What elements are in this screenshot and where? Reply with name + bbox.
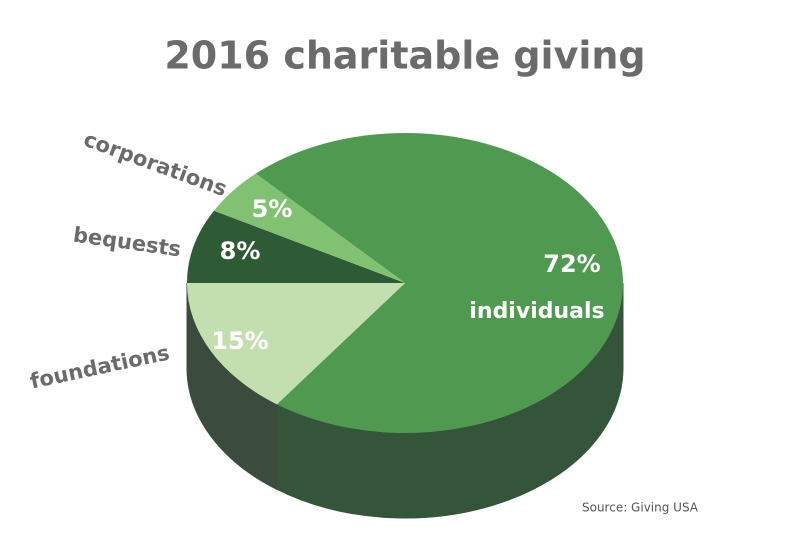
category-label: corporations xyxy=(81,127,230,201)
pie-slice xyxy=(187,210,405,283)
value-label: 8% xyxy=(220,237,261,265)
value-label: 15% xyxy=(211,327,268,355)
category-label: foundations xyxy=(28,341,172,394)
pie-slice xyxy=(213,173,405,283)
category-label: bequests xyxy=(72,223,183,262)
chart-title: 2016 charitable giving xyxy=(164,34,645,78)
source-note: Source: Giving USA xyxy=(582,501,699,515)
value-label: 5% xyxy=(252,195,293,223)
value-label: 72% xyxy=(543,250,600,278)
pie-slice xyxy=(255,133,623,433)
pie-slice xyxy=(187,283,405,405)
category-label: individuals xyxy=(469,299,604,324)
